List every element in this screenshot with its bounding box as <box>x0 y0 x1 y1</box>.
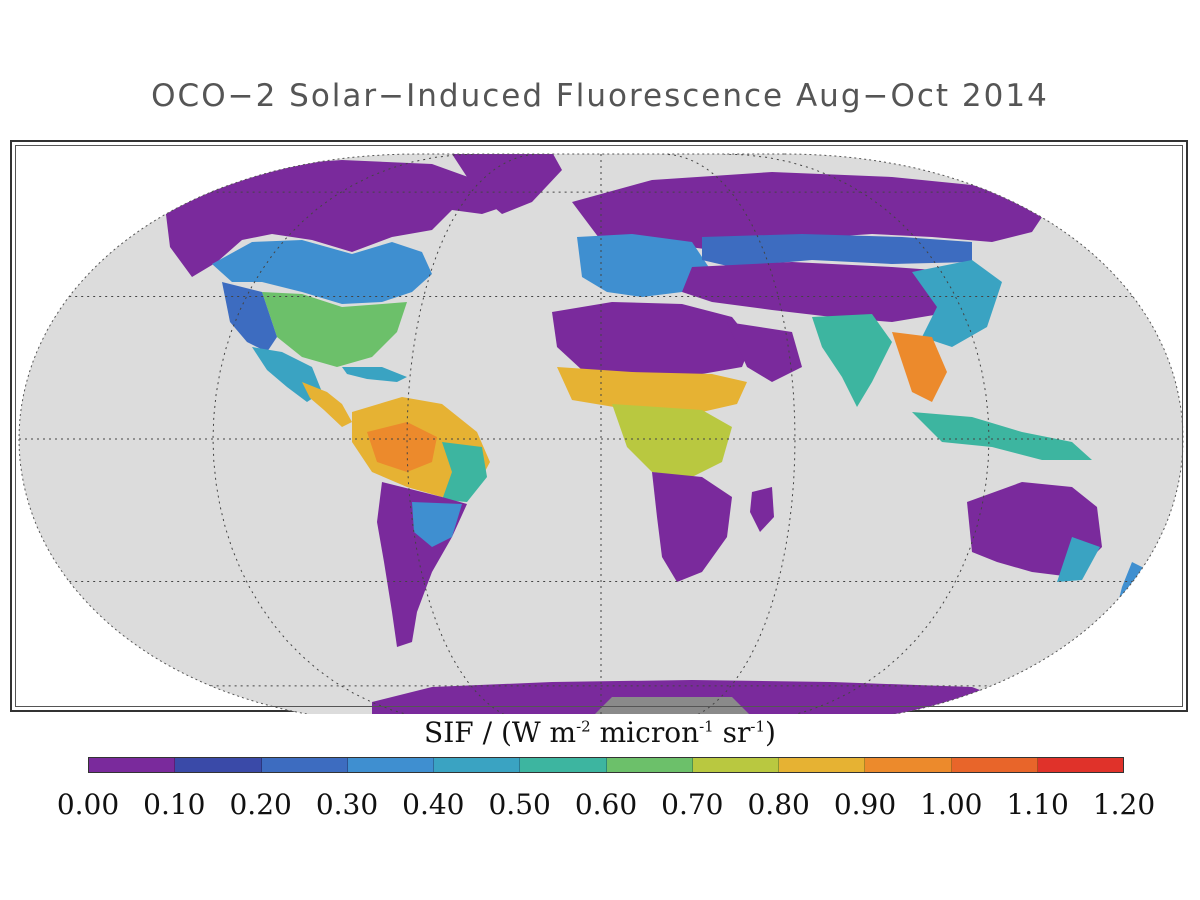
world-map <box>18 153 1184 714</box>
central-africa <box>612 404 732 477</box>
colorbar-ticks: 0.00 0.10 0.20 0.30 0.40 0.50 0.60 0.70 0.80 0.90… <box>0 788 1200 828</box>
central-asia <box>682 262 962 322</box>
colorbar-segment <box>779 758 866 772</box>
colorbar-tick-label: 0.70 <box>661 788 724 821</box>
meridian-line <box>212 154 479 714</box>
north-america-boreal <box>212 240 432 304</box>
north-africa-sahara <box>552 302 752 374</box>
colorbar <box>88 757 1124 773</box>
eurasia-north <box>572 172 1052 250</box>
north-america-tundra <box>162 160 512 277</box>
colorbar-segment <box>692 758 779 772</box>
colorbar-tick-label: 0.80 <box>747 788 810 821</box>
colorbar-segment <box>434 758 521 772</box>
southern-africa <box>652 472 732 582</box>
southeast-asia <box>892 332 947 402</box>
colorbar-tick-label: 0.10 <box>143 788 206 821</box>
colorbar-segment <box>1037 758 1123 772</box>
colorbar-segment <box>89 758 176 772</box>
colorbar-tick-label: 0.00 <box>56 788 120 821</box>
europe <box>577 234 712 297</box>
colorbar-tick-label: 0.40 <box>402 788 465 821</box>
map-frame <box>10 140 1188 714</box>
colorbar-tick-label: 0.30 <box>315 788 379 821</box>
us-east <box>262 292 407 367</box>
colorbar-segment <box>175 758 262 772</box>
antarctica-no-data <box>592 697 752 714</box>
madagascar <box>750 487 774 532</box>
colorbar-segment <box>606 758 693 772</box>
colorbar-segment <box>261 758 348 772</box>
colorbar-tick-label: 0.60 <box>574 788 638 821</box>
indonesia <box>912 412 1092 460</box>
colorbar-segment <box>865 758 952 772</box>
amazon-core <box>367 422 437 472</box>
colorbar-tick-label: 1.10 <box>1006 788 1069 821</box>
colorbar-segment <box>347 758 434 772</box>
colorbar-tick-label: 0.20 <box>229 788 292 821</box>
us-west <box>222 282 277 352</box>
sahel <box>557 367 747 412</box>
colorbar-tick-label: 1.20 <box>1092 788 1156 821</box>
colorbar-segment <box>951 758 1038 772</box>
land-layer <box>19 154 1183 714</box>
colorbar-tick-label: 0.50 <box>488 788 551 821</box>
east-asia <box>912 260 1002 347</box>
meridian-line <box>723 154 990 714</box>
siberia-forest <box>702 234 972 267</box>
arabian-peninsula <box>727 322 802 382</box>
south-america-se <box>412 502 462 547</box>
caribbean <box>342 367 407 382</box>
greenland <box>452 154 562 214</box>
south-asia <box>812 314 892 407</box>
central-america <box>302 382 352 427</box>
colorbar-label: SIF / (W m-2 micron-1 sr-1) <box>424 716 776 749</box>
australia-east-coast <box>1057 537 1100 582</box>
mexico <box>252 347 322 402</box>
colorbar-segment <box>520 758 607 772</box>
colorbar-tick-label: 1.00 <box>920 788 983 821</box>
brazil-east <box>442 442 487 502</box>
map-title: OCO−2 Solar−Induced Fluorescence Aug−Oct… <box>151 78 1049 114</box>
colorbar-tick-label: 0.90 <box>833 788 897 821</box>
graticule <box>19 154 1183 714</box>
